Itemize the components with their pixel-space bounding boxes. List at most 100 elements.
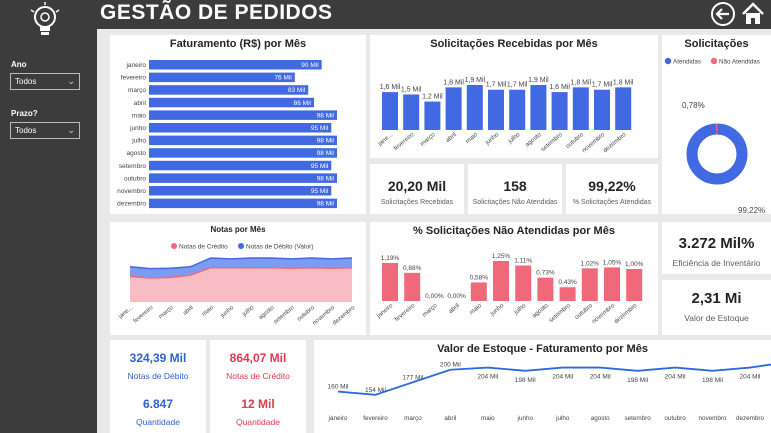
bar-data-label: 1,6 Mil xyxy=(549,84,570,91)
axis-category-label: julho xyxy=(241,305,256,319)
bar-data-label: 1,2 Mil xyxy=(422,94,443,101)
bar xyxy=(615,87,632,130)
notas-debito-qty: 6.847 xyxy=(142,397,174,411)
bar-category-label: julho xyxy=(506,131,522,146)
notas-mes-card: Notas por Mês Notas de Crédito Notas de D… xyxy=(110,222,366,335)
legend-label: Notas de Débito (Valor) xyxy=(246,244,313,251)
kpi-eficiencia-card: 3.272 Mil% Eficiência de Inventário xyxy=(662,222,771,274)
valor-estoque-chart: 160 Mil janeiro 154 Mil fevereiro 177 Mil mar… xyxy=(328,362,771,422)
bar-category-label: abril xyxy=(447,302,460,315)
bar-data-label: 0,43% xyxy=(558,279,577,286)
donut-label-atendidas: 99,22% xyxy=(738,206,765,214)
bar-category-label: agosto xyxy=(126,150,146,157)
pct-nao-atendidas-title: % Solicitações Não Atendidas por Mês xyxy=(413,225,615,237)
bar-data-label: 0,73% xyxy=(536,270,555,277)
bar-data-label: 98 Mil xyxy=(317,201,335,208)
axis-category-label: jane... xyxy=(117,305,134,321)
bar xyxy=(559,287,576,301)
bar-category-label: outubro xyxy=(124,175,146,182)
back-arrow-icon[interactable] xyxy=(710,1,736,27)
bar xyxy=(149,110,337,120)
filter-ano-dropdown[interactable]: Todos ⌄ xyxy=(10,73,80,90)
bar-category-label: março xyxy=(421,302,439,319)
axis-category-label: maio xyxy=(481,415,495,422)
pct-nao-atendidas-chart: 1,19% janeiro 0,88% fevereiro 0,00% março 0,00… xyxy=(375,253,644,325)
legend-label: Atendidas xyxy=(673,59,701,66)
bar-data-label: 98 Mil xyxy=(317,138,335,145)
bar-category-label: março xyxy=(419,131,437,148)
line-data-label: 204 Mil xyxy=(477,374,499,381)
bar-category-label: maio xyxy=(464,131,479,145)
notas-debito-qty-label: Quantidade xyxy=(136,417,180,427)
bar-data-label: 76 Mil xyxy=(274,75,292,82)
line-data-label: 204 Mil xyxy=(590,374,612,381)
bar-data-label: 1,8 Mil xyxy=(443,79,464,86)
axis-category-label: junho xyxy=(219,305,235,320)
bar-category-label: setembro xyxy=(548,302,573,324)
bar-category-label: julho xyxy=(131,138,146,145)
solicitacoes-mes-title: Solicitações Recebidas por Mês xyxy=(430,38,598,50)
notas-credito-qty-label: Quantidade xyxy=(236,417,280,427)
kpi-pct-atendidas-label: % Solicitações Atendidas xyxy=(572,199,652,206)
bar-data-label: 83 Mil xyxy=(288,87,306,94)
bar-data-label: 98 Mil xyxy=(317,112,335,119)
notas-credito-qty: 12 Mil xyxy=(241,397,275,411)
bar-category-label: abril xyxy=(444,131,457,144)
bar-data-label: 0,00% xyxy=(447,293,466,300)
filter-prazo-dropdown[interactable]: Todos ⌄ xyxy=(10,122,80,139)
kpi-eficiencia-label: Eficiência de Inventário xyxy=(672,258,761,268)
bar xyxy=(149,97,314,108)
bar xyxy=(149,135,337,146)
axis-category-label: setembro xyxy=(273,305,297,326)
filter-prazo-label: Prazo? xyxy=(11,109,38,118)
notas-credito-card: 864,07 Mil Notas de Crédito 12 Mil Quant… xyxy=(210,340,306,433)
bar-data-label: 1,6 Mil xyxy=(380,84,401,91)
kpi-pct-atendidas-card: 99,22% % Solicitações Atendidas xyxy=(566,164,658,214)
axis-category-label: dezembro xyxy=(736,415,764,422)
legend-marker xyxy=(171,243,177,249)
notas-debito-line xyxy=(129,257,353,270)
donut-slice-atendidas xyxy=(686,123,748,185)
bar-category-label: setembro xyxy=(540,131,565,153)
bar-category-label: dezembro xyxy=(117,201,146,208)
axis-category-label: julho xyxy=(555,415,570,422)
bar-data-label: 95 Mil xyxy=(311,188,329,195)
home-icon[interactable] xyxy=(740,1,766,27)
bar xyxy=(581,268,598,301)
bar xyxy=(470,282,487,301)
top-bar xyxy=(97,0,771,29)
bar xyxy=(530,85,547,130)
kpi-eficiencia-value: 3.272 Mil% xyxy=(678,235,755,252)
bar-data-label: 1,7 Mil xyxy=(486,82,507,89)
lightbulb-gear-icon xyxy=(30,2,60,35)
axis-category-label: fevereiro xyxy=(363,415,388,422)
notas-mes-title: Notas por Mês xyxy=(210,225,266,234)
axis-category-label: agosto xyxy=(591,415,610,422)
axis-category-label: junho xyxy=(517,415,534,422)
bar-data-label: 0,88% xyxy=(403,265,422,272)
line-data-label: 204 Mil xyxy=(665,374,687,381)
faturamento-title: Faturamento (R$) por Mês xyxy=(169,38,307,50)
bar-data-label: 1,8 Mil xyxy=(613,79,634,86)
solicitacoes-donut-card: Solicitações Atendidas Não Atendidas 0,78%… xyxy=(662,35,771,214)
notas-debito-value: 324,39 Mil xyxy=(129,351,187,365)
bar-category-label: junho xyxy=(129,125,146,132)
bar xyxy=(149,173,337,183)
axis-category-label: fevereiro xyxy=(133,305,155,325)
bar xyxy=(149,160,332,171)
bar-category-label: maio xyxy=(132,112,146,119)
valor-estoque-card: Valor de Estoque - Faturamento por Mês 1… xyxy=(314,340,771,433)
pct-nao-atendidas-card: % Solicitações Não Atendidas por Mês 1,1… xyxy=(370,222,658,335)
kpi-nao-atendidas-value: 158 xyxy=(503,178,527,194)
bar xyxy=(445,87,462,130)
bar-category-label: janeiro xyxy=(125,62,146,69)
bar-data-label: 98 Mil xyxy=(317,150,335,157)
kpi-nao-atendidas-label: Solicitações Não Atendidas xyxy=(472,199,558,206)
bar xyxy=(604,267,620,301)
solicitacoes-mes-chart: 1,6 Mil jane... 1,5 Mil fevereiro 1,2 Mil mar… xyxy=(376,77,634,154)
bar xyxy=(403,94,420,130)
bar-data-label: 95 Mil xyxy=(311,163,329,170)
bar-category-label: setembro xyxy=(119,163,146,170)
bar xyxy=(537,277,554,301)
line-data-label: 177 Mil xyxy=(402,374,424,381)
